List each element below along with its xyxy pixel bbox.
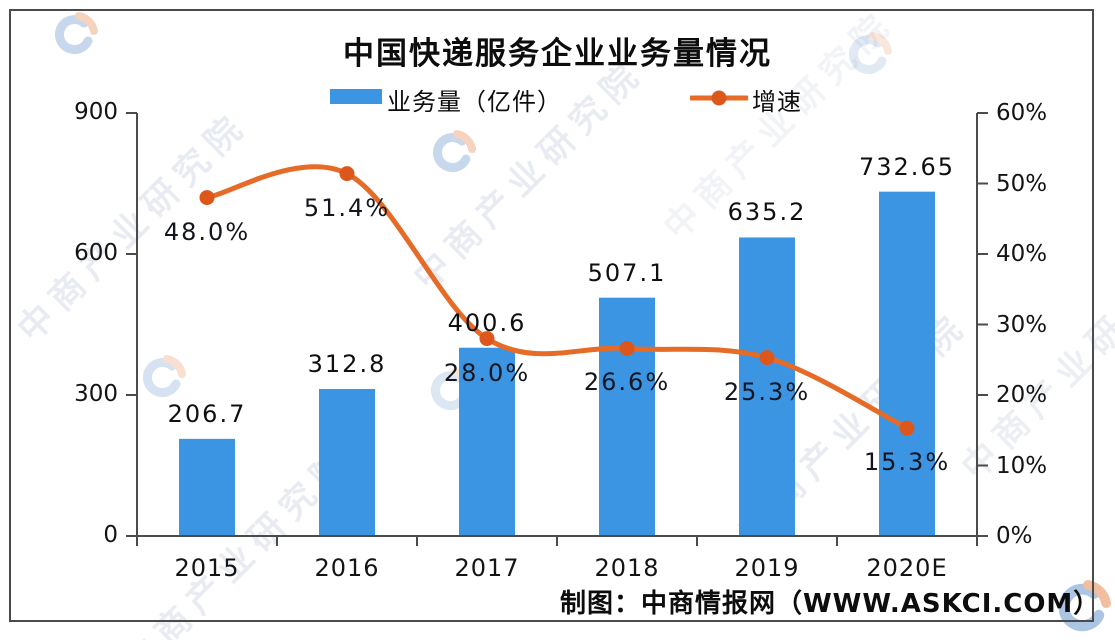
bar: [599, 297, 655, 536]
bar: [319, 388, 375, 536]
bar: [739, 237, 795, 536]
growth-line-marker: [479, 331, 495, 347]
watermark-logo-icon: [140, 355, 186, 405]
bar: [179, 438, 235, 536]
watermark-logo-icon: [1055, 580, 1111, 640]
legend-line-icon: [688, 89, 750, 111]
growth-line-marker: [619, 340, 635, 356]
bar: [879, 191, 935, 537]
legend-bar-label: 业务量（亿件）: [387, 88, 562, 116]
chart-title: 中国快递服务企业业务量情况: [343, 36, 772, 72]
legend-bar-swatch: [330, 89, 382, 104]
watermark-logo-icon: [846, 32, 892, 82]
growth-line-marker: [339, 166, 355, 182]
growth-line-marker: [899, 420, 915, 436]
legend-line-label: 增速: [752, 88, 802, 116]
watermark-logo-icon: [52, 12, 98, 62]
growth-line: [204, 164, 910, 431]
growth-line-marker: [199, 190, 215, 206]
bar: [459, 347, 515, 536]
growth-line-marker: [759, 350, 775, 366]
watermark-logo-icon: [430, 130, 476, 180]
attribution-text: 制图：中商情报网（WWW.ASKCI.COM）: [560, 589, 1101, 619]
